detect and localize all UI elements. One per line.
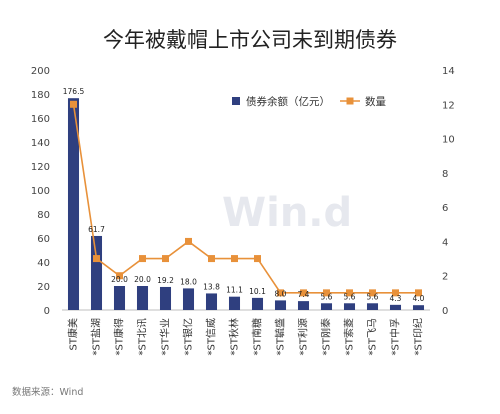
category-label: *ST华业 — [159, 318, 172, 355]
category-label: *ST秋林 — [228, 318, 241, 355]
y-right-tick-label: 2 — [442, 272, 448, 283]
bar-value-label: 176.5 — [63, 87, 85, 96]
y-left-tick-label: 100 — [31, 186, 50, 197]
y-right-tick-label: 6 — [442, 203, 448, 214]
bar — [159, 286, 172, 310]
y-left-tick-label: 140 — [31, 138, 50, 149]
count-marker — [139, 255, 146, 263]
y-right-tick-label: 10 — [442, 135, 455, 146]
category-label: *ST北讯 — [137, 318, 149, 355]
bar — [251, 297, 264, 310]
count-marker — [208, 255, 215, 263]
watermark-logo: Win.d — [222, 190, 352, 236]
category-label: *ST印纪 — [413, 318, 425, 355]
y-left-tick-label: 180 — [31, 90, 50, 101]
bar-value-label: 18.0 — [180, 277, 197, 286]
bar-value-label: 4.0 — [413, 294, 425, 303]
count-marker — [300, 289, 307, 297]
y-right-tick-label: 4 — [442, 237, 448, 248]
category-label: *ST刚泰 — [320, 318, 333, 355]
y-right-tick-label: 14 — [442, 66, 455, 77]
bar-value-label: 5.6 — [367, 292, 379, 301]
count-marker — [254, 255, 261, 263]
count-marker — [346, 289, 353, 297]
bar — [90, 235, 103, 310]
y-left-tick-label: 20 — [37, 282, 50, 293]
bar-value-label: 10.1 — [249, 287, 266, 296]
bar-value-label: 5.6 — [321, 292, 333, 301]
bar — [67, 98, 80, 310]
category-label: ST康美 — [67, 318, 80, 350]
bar-value-label: 8.0 — [275, 289, 287, 298]
bar — [136, 286, 149, 310]
count-marker — [93, 255, 100, 263]
category-label: *ST索菱 — [343, 318, 356, 355]
category-label: *ST飞马 — [367, 318, 379, 355]
bar-value-label: 20.0 — [111, 275, 128, 284]
y-right-tick-label: 0 — [442, 306, 448, 317]
y-left-tick-label: 80 — [37, 210, 50, 221]
bar — [366, 303, 379, 310]
count-marker — [116, 272, 123, 280]
bar — [297, 301, 310, 310]
count-marker — [231, 255, 238, 263]
bar-value-label: 11.1 — [226, 286, 243, 295]
bar — [343, 303, 356, 310]
count-marker — [392, 289, 399, 297]
legend-bar-swatch — [232, 97, 240, 105]
count-marker — [369, 289, 376, 297]
bar-value-label: 7.4 — [298, 290, 310, 299]
y-left-tick-label: 120 — [31, 162, 50, 173]
category-label: *ST信威 — [205, 318, 218, 355]
count-marker — [323, 289, 330, 297]
count-marker — [162, 255, 169, 263]
legend-line-marker — [346, 97, 354, 105]
count-marker — [70, 100, 77, 108]
y-left-tick-label: 160 — [31, 114, 50, 125]
category-label: *ST毓盛 — [274, 318, 287, 355]
count-marker — [415, 289, 422, 297]
bar — [113, 286, 126, 310]
bar-value-label: 61.7 — [88, 225, 105, 234]
bar-value-label: 19.2 — [157, 276, 174, 285]
y-left-tick-label: 0 — [44, 306, 50, 317]
y-left-tick-label: 200 — [31, 66, 50, 77]
bar — [205, 293, 218, 310]
legend: 债券余额（亿元） 数量 — [232, 95, 386, 108]
category-label: *ST康得 — [113, 318, 126, 355]
source-note: 数据来源：Wind — [12, 386, 83, 398]
legend-bar-label: 债券余额（亿元） — [246, 95, 330, 108]
count-marker — [185, 237, 192, 245]
bar-value-label: 20.0 — [134, 275, 151, 284]
category-label: *ST南糖 — [251, 318, 264, 355]
plot-area: 0 20 40 60 80 100 120 140 160 180 200 0 2 4 6 8 10 12 14 17… — [31, 66, 455, 355]
count-line — [72, 104, 419, 294]
bar — [320, 303, 333, 310]
count-marker — [277, 289, 284, 297]
bar — [182, 288, 195, 310]
category-label: *ST利源 — [297, 318, 310, 355]
y-left-tick-label: 40 — [37, 258, 50, 269]
chart-title: 今年被戴帽上市公司未到期债券 — [103, 28, 397, 52]
bar-value-label: 13.8 — [203, 282, 220, 291]
bar-value-label: 5.6 — [344, 292, 356, 301]
y-left-tick-label: 60 — [37, 234, 50, 245]
category-label: *ST盐湖 — [90, 318, 103, 355]
bar — [228, 296, 241, 310]
bar — [274, 300, 287, 310]
legend-line-label: 数量 — [365, 95, 386, 108]
y-right-tick-label: 12 — [442, 100, 455, 111]
bar — [389, 304, 402, 310]
y-right-tick-label: 8 — [442, 169, 448, 180]
category-label: *ST银亿 — [182, 318, 195, 355]
bar-value-label: 4.3 — [390, 294, 402, 303]
bar — [412, 305, 425, 310]
category-label: *ST中孚 — [389, 318, 402, 355]
